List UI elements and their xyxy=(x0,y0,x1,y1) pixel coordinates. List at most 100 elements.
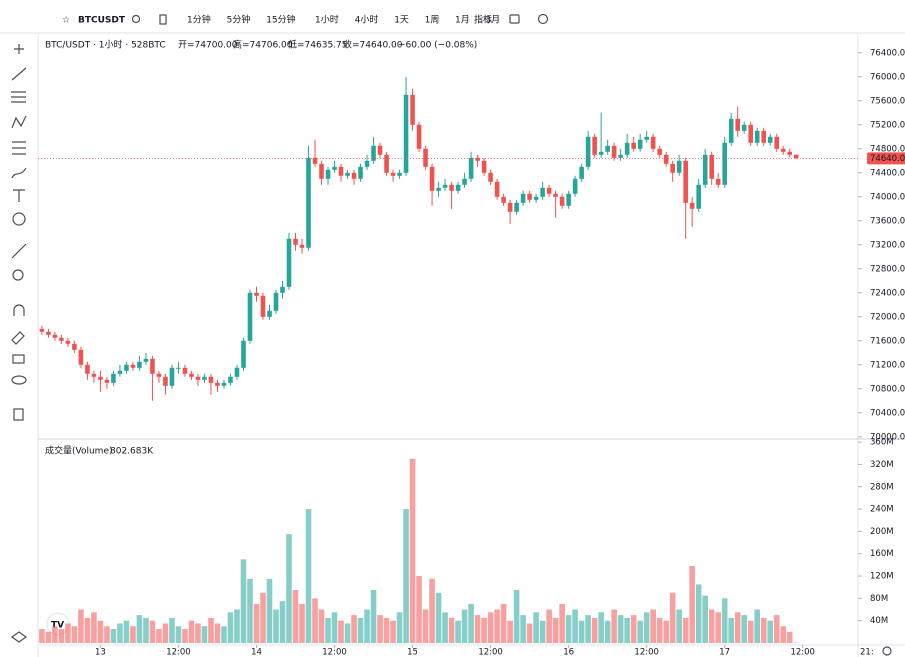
candle-body xyxy=(104,379,110,383)
ruler-tool[interactable] xyxy=(11,243,27,259)
volume-bar xyxy=(728,617,734,643)
x-tick-label: 14 xyxy=(251,648,262,657)
volume-bar xyxy=(429,578,435,643)
candle-body xyxy=(85,364,90,374)
indicators-button[interactable]: 指标 xyxy=(474,14,492,26)
volume-bar xyxy=(52,626,58,643)
candle-body xyxy=(572,178,578,194)
interval-button[interactable]: 15分钟 xyxy=(266,14,295,26)
volume-bar xyxy=(377,615,383,643)
trash-tool[interactable] xyxy=(13,408,24,421)
candle-body xyxy=(91,373,97,377)
y-tick-label: 80M xyxy=(870,594,888,604)
projection-tool[interactable] xyxy=(12,141,26,155)
volume-bar xyxy=(487,612,494,643)
volume-bar xyxy=(195,623,201,643)
volume-bar xyxy=(461,609,468,643)
candle-body xyxy=(566,193,571,206)
volume-bar xyxy=(338,620,344,643)
candle-body xyxy=(514,202,519,212)
star-icon[interactable]: ☆ xyxy=(62,16,70,26)
candle-body xyxy=(254,292,259,296)
interval-button[interactable]: 5分钟 xyxy=(227,14,251,26)
search-icon[interactable] xyxy=(131,14,141,24)
candle-body xyxy=(234,367,240,377)
candle-body xyxy=(780,148,786,152)
candle-body xyxy=(527,193,532,200)
interval-button[interactable]: 1月 xyxy=(455,15,470,26)
volume-bar xyxy=(474,615,481,643)
y-tick-label: 240M xyxy=(870,505,894,515)
interval-button[interactable]: 1分钟 xyxy=(187,14,211,26)
layers-tool[interactable] xyxy=(10,631,28,643)
volume-bar xyxy=(403,509,409,643)
candle-body xyxy=(650,136,656,149)
volume-bar xyxy=(786,631,793,643)
snapshot-icon[interactable] xyxy=(509,14,520,24)
pattern-tool[interactable] xyxy=(11,115,27,129)
candle-body xyxy=(202,376,207,380)
volume-bar xyxy=(344,623,351,643)
volume-bar xyxy=(390,620,396,643)
candle-body xyxy=(455,184,461,191)
volume-bar xyxy=(747,620,754,643)
volume-bar xyxy=(721,598,728,643)
candle-body xyxy=(715,178,721,185)
volume-bar xyxy=(312,598,318,643)
lock-tool[interactable] xyxy=(12,354,25,364)
add-icon[interactable] xyxy=(537,13,549,25)
candle-body xyxy=(754,130,760,143)
lock-draw-tool[interactable] xyxy=(11,331,25,345)
candle-body xyxy=(774,136,780,149)
volume-bar xyxy=(741,615,748,643)
candle-body xyxy=(280,286,285,293)
x-tick-label: 12:00 xyxy=(478,648,503,657)
candle-body xyxy=(592,136,597,155)
candle-body xyxy=(169,367,175,386)
volume-bar xyxy=(84,617,91,643)
magnet-tool[interactable] xyxy=(13,304,25,316)
candle-body xyxy=(598,151,604,155)
brush-tool[interactable] xyxy=(11,167,27,179)
zoom-tool[interactable] xyxy=(12,269,24,281)
volume-bar xyxy=(182,629,188,643)
crosshair-tool[interactable] xyxy=(14,44,24,54)
volume-bar xyxy=(253,603,260,643)
candle-body xyxy=(150,358,155,374)
volume-bar xyxy=(669,592,676,643)
last-price-box xyxy=(867,152,905,165)
interval-button[interactable]: 1天 xyxy=(394,16,409,26)
y-tick-label: 40M xyxy=(870,616,888,626)
interval-button[interactable]: 1周 xyxy=(425,15,440,26)
interval-button[interactable]: 3月 xyxy=(485,15,500,26)
trendline-tool[interactable] xyxy=(11,67,27,81)
candle-body xyxy=(709,154,714,179)
candle-body xyxy=(423,148,428,167)
ohlc-legend: 收=74640.00 xyxy=(343,39,403,51)
candle-body xyxy=(364,160,370,167)
interval-button[interactable]: 1小时 xyxy=(315,14,339,26)
candle-body xyxy=(442,184,448,188)
interval-button[interactable]: 4小时 xyxy=(355,14,379,26)
volume-bar xyxy=(71,626,78,643)
volume-bar xyxy=(656,617,663,643)
symbol[interactable]: BTCUSDT xyxy=(78,16,126,26)
y-tick-label: 72800.00 xyxy=(870,264,905,274)
fib-tool[interactable] xyxy=(11,91,26,103)
volume-title: 成交量(Volume) xyxy=(45,445,113,457)
compare-icon[interactable] xyxy=(159,14,167,25)
visibility-tool[interactable] xyxy=(11,375,27,385)
volume-bar xyxy=(591,617,598,643)
volume-bar xyxy=(442,612,448,643)
candle-body xyxy=(176,367,181,369)
x-tick-label: 16 xyxy=(563,648,574,657)
candle-body xyxy=(306,157,311,248)
volume-bar xyxy=(221,626,227,643)
volume-bar xyxy=(279,601,286,643)
settings-icon[interactable] xyxy=(882,646,892,656)
emoji-tool[interactable] xyxy=(12,212,26,226)
y-tick-label: 72000.00 xyxy=(870,312,905,322)
text-tool[interactable] xyxy=(13,189,25,202)
